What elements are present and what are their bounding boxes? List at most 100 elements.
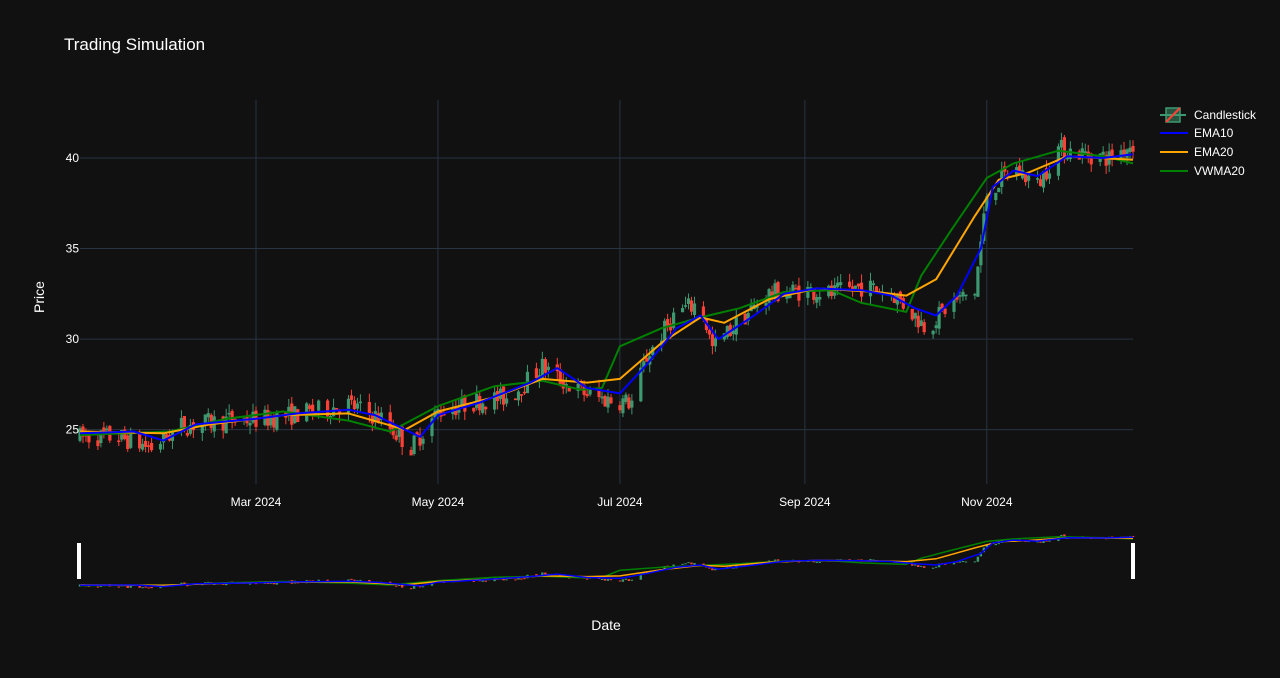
candle[interactable] [227,404,231,423]
candle[interactable] [916,309,920,334]
legend-label-ema10: EMA10 [1194,126,1234,140]
candle[interactable] [1101,146,1105,157]
candle[interactable] [501,386,506,411]
slider-candle [681,563,684,565]
candle[interactable] [794,284,798,290]
slider-candle [994,544,997,546]
candle[interactable] [815,294,819,309]
candle[interactable] [683,296,688,309]
candle[interactable] [618,401,622,414]
candle[interactable] [818,290,822,306]
candle[interactable] [994,192,998,205]
candle[interactable] [126,432,130,452]
candle[interactable] [689,296,694,316]
candle[interactable] [388,404,392,434]
range-slider-right-handle[interactable] [1131,543,1135,579]
candle[interactable] [543,357,547,381]
candle[interactable] [546,362,550,378]
candle[interactable] [606,389,610,414]
candle[interactable] [600,391,604,404]
candle[interactable] [913,312,917,327]
candle[interactable] [609,394,613,405]
candle[interactable] [147,441,151,453]
candle[interactable] [937,301,941,335]
candle[interactable] [976,266,980,297]
candle[interactable] [409,446,413,456]
candle[interactable] [1077,149,1081,160]
candle[interactable] [96,434,100,451]
candle[interactable] [934,320,938,334]
legend[interactable]: Candlestick EMA10 EMA20 VWMA20 [1160,107,1257,178]
candle[interactable] [848,273,852,289]
candle[interactable] [275,410,279,432]
candle[interactable] [961,288,965,302]
candle[interactable] [472,407,476,414]
candle[interactable] [141,438,145,452]
legend-item-ema10[interactable]: EMA10 [1160,126,1234,140]
candle[interactable] [1104,151,1108,174]
candle[interactable] [663,318,667,341]
legend-item-ema20[interactable]: EMA20 [1160,145,1234,159]
candle[interactable] [1038,173,1043,187]
candle[interactable] [621,395,625,418]
slider-candle [517,578,520,580]
candle[interactable] [349,389,354,405]
slider-candle [639,574,643,580]
candle[interactable] [964,294,968,301]
candle[interactable] [630,394,634,415]
candle[interactable] [117,432,121,447]
candle[interactable] [686,293,691,310]
candle[interactable] [868,272,873,305]
slider-candle [207,581,210,583]
candle[interactable] [910,308,914,322]
legend-item-vwma20[interactable]: VWMA20 [1160,164,1245,178]
candle[interactable] [806,281,810,306]
candle[interactable] [973,292,977,300]
candle[interactable] [516,389,521,406]
candle[interactable] [1083,143,1087,153]
candle[interactable] [397,426,401,443]
candle[interactable] [919,312,923,327]
candle[interactable] [627,393,631,410]
candle[interactable] [418,427,422,451]
candle[interactable] [680,304,685,313]
candle[interactable] [639,361,643,403]
candle[interactable] [412,434,416,456]
candle[interactable] [519,394,524,403]
candle[interactable] [713,329,717,352]
candle[interactable] [358,394,363,412]
candle[interactable] [144,433,148,453]
candle[interactable] [504,393,509,407]
candle[interactable] [158,441,163,453]
candle[interactable] [308,403,312,413]
range-slider[interactable] [77,534,1135,590]
candle[interactable] [421,436,425,450]
candle[interactable] [1131,140,1135,159]
candle[interactable] [206,408,210,424]
legend-item-candlestick[interactable]: Candlestick [1160,107,1257,123]
candle[interactable] [585,389,589,398]
candle[interactable] [666,313,670,332]
candle[interactable] [149,436,154,453]
candle[interactable] [484,406,488,415]
candle[interactable] [871,280,876,291]
candle[interactable] [346,395,351,420]
candle[interactable] [624,392,628,405]
candle[interactable] [931,329,935,339]
candle[interactable] [997,187,1001,193]
candle[interactable] [603,394,607,408]
candle[interactable] [943,307,947,318]
candle[interactable] [979,234,983,273]
slider-candle [914,564,917,566]
slider-candle [815,561,819,563]
range-slider-left-handle[interactable] [77,543,81,579]
candle[interactable] [513,398,518,401]
candle[interactable] [493,386,497,414]
candle[interactable] [269,411,273,429]
candle[interactable] [248,414,252,435]
candle[interactable] [430,413,434,443]
candle[interactable] [731,325,735,341]
candle[interactable] [394,430,398,442]
candle[interactable] [251,403,255,425]
candle[interactable] [922,319,926,335]
